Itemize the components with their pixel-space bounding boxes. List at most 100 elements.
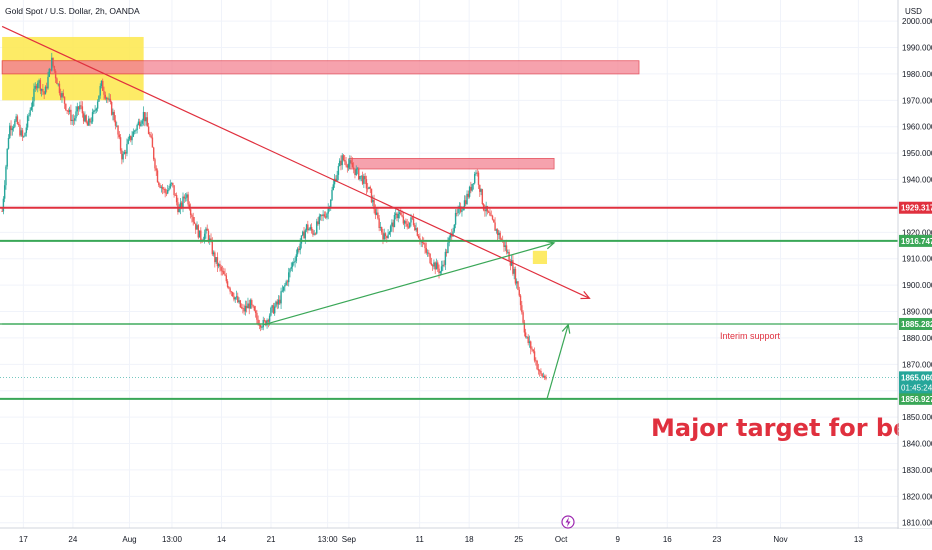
candle-body: [456, 212, 458, 214]
candle-body: [438, 268, 440, 274]
candle-body: [167, 189, 169, 194]
candle-body: [365, 179, 368, 189]
time-tick-label: 25: [514, 535, 523, 544]
time-axis[interactable]: [0, 529, 932, 550]
candle-body: [473, 173, 476, 184]
candle-body: [214, 252, 216, 263]
candle-body: [31, 101, 34, 107]
candle-body: [265, 320, 267, 326]
candle-body: [42, 89, 44, 92]
candle-body: [66, 110, 68, 111]
candle-body: [280, 291, 282, 304]
candle-body: [105, 98, 108, 99]
price-axis[interactable]: [899, 0, 932, 528]
candle-body: [52, 57, 54, 67]
time-tick-label: 21: [267, 535, 276, 544]
candle-body: [200, 230, 202, 241]
candle-body: [168, 188, 170, 190]
candle-body: [256, 312, 258, 320]
candle-body: [322, 214, 324, 216]
candle-body: [126, 143, 128, 154]
resistance-zone: [1, 60, 640, 75]
price-tick-label: 1910.000: [902, 255, 932, 264]
candle-body: [38, 80, 40, 83]
candle-body: [393, 214, 396, 228]
candle-body: [470, 186, 472, 191]
candle-body: [154, 159, 156, 169]
candle-body: [386, 236, 388, 238]
candle-body: [207, 230, 210, 241]
candle-body: [164, 189, 166, 193]
price-tick-label: 1870.000: [902, 360, 932, 369]
candle-body: [93, 110, 95, 113]
candle-body: [498, 232, 500, 236]
candle-body: [173, 185, 175, 196]
candle-body: [400, 212, 402, 215]
candle-body: [15, 116, 17, 121]
candle-body: [21, 130, 24, 137]
trendline: [546, 324, 569, 399]
candle-body: [303, 231, 305, 239]
candle-body: [526, 336, 528, 338]
candle-body: [384, 233, 387, 237]
candle-body: [137, 121, 140, 125]
candle-body: [417, 235, 420, 239]
candle-body: [382, 232, 384, 240]
candle-body: [300, 235, 303, 244]
candle-body: [17, 123, 20, 125]
candle-body: [170, 182, 173, 184]
candle-body: [521, 305, 523, 313]
candle-body: [276, 301, 278, 305]
candle-body: [215, 257, 217, 263]
candle-body: [142, 111, 145, 121]
candle-body: [81, 106, 84, 114]
candle-body: [46, 86, 48, 89]
candle-body: [468, 186, 471, 197]
annotation-interim-support: Interim support: [720, 331, 781, 341]
candle-body: [319, 214, 322, 217]
candle-body: [508, 251, 510, 262]
candle-body: [431, 265, 434, 267]
candle-body: [11, 128, 14, 131]
candle-body: [20, 130, 22, 136]
candle-body: [447, 242, 449, 253]
candle-body: [437, 262, 439, 269]
candle-body: [279, 299, 281, 304]
candle-body: [523, 322, 526, 333]
current-price-badge: [899, 371, 932, 394]
candle-body: [247, 303, 249, 309]
candle-body: [253, 306, 256, 311]
candle-body: [381, 227, 383, 233]
candle-body: [119, 137, 122, 151]
candle-body: [530, 341, 532, 349]
candle-body: [113, 111, 115, 121]
candle-body: [153, 147, 155, 160]
candle-body: [439, 271, 441, 274]
candle-body: [209, 238, 211, 241]
candle-body: [98, 95, 100, 102]
candle-body: [261, 327, 263, 329]
candle-body: [544, 375, 546, 378]
candle-body: [517, 281, 519, 290]
candle-body: [39, 80, 42, 91]
price-badges: 1929.317 1916.747 1885.282 1856.927 1865.060…: [899, 201, 932, 405]
event-lightning-icon[interactable]: [561, 515, 575, 529]
candle-body: [379, 227, 382, 229]
candle-body: [496, 229, 499, 236]
candle-body: [541, 373, 543, 377]
candle-body: [388, 232, 391, 235]
time-tick-label: 9: [616, 535, 621, 544]
candle-body: [542, 375, 545, 377]
price-tick-label: 1900.000: [902, 281, 932, 290]
candle-body: [195, 223, 197, 230]
candle-body: [294, 260, 296, 263]
candle-body: [299, 243, 301, 251]
candle-body: [70, 109, 72, 122]
candle-body: [401, 214, 403, 217]
candle-body: [146, 117, 149, 127]
candle-body: [3, 185, 6, 199]
candle-body: [457, 208, 459, 214]
candle-body: [203, 233, 206, 240]
level-badge-label: 1929.317: [901, 204, 932, 213]
